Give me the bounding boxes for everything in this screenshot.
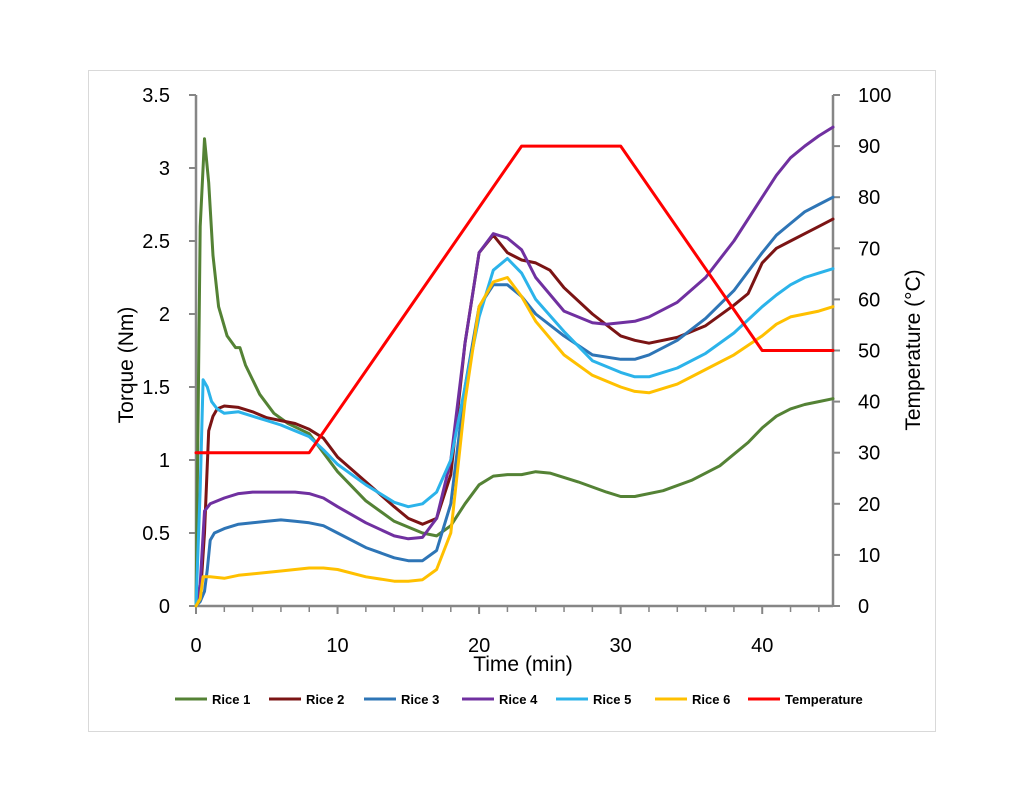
series-line-rice-1 — [194, 137, 835, 608]
y-right-tick-label: 20 — [858, 494, 880, 516]
y-axis-right-title: Temperature (°C) — [902, 269, 925, 430]
y-right-tick-label: 0 — [858, 596, 869, 618]
y-right-tick-label: 40 — [858, 392, 880, 414]
series-line-rice-5 — [194, 257, 835, 608]
x-tick-label: 30 — [610, 635, 632, 657]
y-right-tick-label: 70 — [858, 238, 880, 260]
x-tick-label: 10 — [326, 635, 348, 657]
legend-label-rice-4: Rice 4 — [499, 692, 538, 707]
x-axis-title: Time (min) — [473, 653, 573, 676]
series-line-rice-2 — [194, 217, 835, 608]
y-left-tick-label: 2 — [159, 304, 170, 326]
series-layer — [194, 125, 835, 608]
legend-label-rice-1: Rice 1 — [212, 692, 250, 707]
y-left-tick-label: 1 — [159, 450, 170, 472]
y-left-tick-label: 2.5 — [142, 231, 170, 253]
y-right-tick-label: 10 — [858, 545, 880, 567]
legend: Rice 1 Rice 2 Rice 3 Rice 4 Rice 5 Rice 6 Temp… — [175, 692, 863, 707]
y-axis-left-title: Torque (Nm) — [115, 307, 138, 424]
y-right-tick-label: 50 — [858, 341, 880, 363]
legend-label-rice-6: Rice 6 — [692, 692, 730, 707]
y-right-tick-label: 80 — [858, 187, 880, 209]
x-tick-label: 0 — [190, 635, 201, 657]
y-left-tick-label: 1.5 — [142, 377, 170, 399]
series-line-rice-6 — [194, 276, 835, 608]
y-left-tick-label: 0 — [159, 596, 170, 618]
y-left-tick-label: 0.5 — [142, 523, 170, 545]
x-tick-label: 20 — [468, 635, 490, 657]
legend-label-temperature: Temperature — [785, 692, 863, 707]
chart-frame — [88, 70, 936, 732]
y-right-tick-label: 100 — [858, 85, 891, 107]
legend-label-rice-2: Rice 2 — [306, 692, 344, 707]
y-right-tick-label: 60 — [858, 289, 880, 311]
legend-label-rice-3: Rice 3 — [401, 692, 439, 707]
series-line-rice-3 — [194, 195, 835, 608]
series-line-rice-4 — [194, 125, 835, 608]
labels-layer: Time (min) Torque (Nm) Temperature (°C) — [115, 269, 925, 676]
y-left-tick-label: 3.5 — [142, 85, 170, 107]
x-tick-label: 40 — [751, 635, 773, 657]
y-right-tick-label: 90 — [858, 136, 880, 158]
legend-label-rice-5: Rice 5 — [593, 692, 631, 707]
series-line-temperature — [194, 144, 835, 455]
y-left-tick-label: 3 — [159, 158, 170, 180]
y-right-tick-label: 30 — [858, 443, 880, 465]
